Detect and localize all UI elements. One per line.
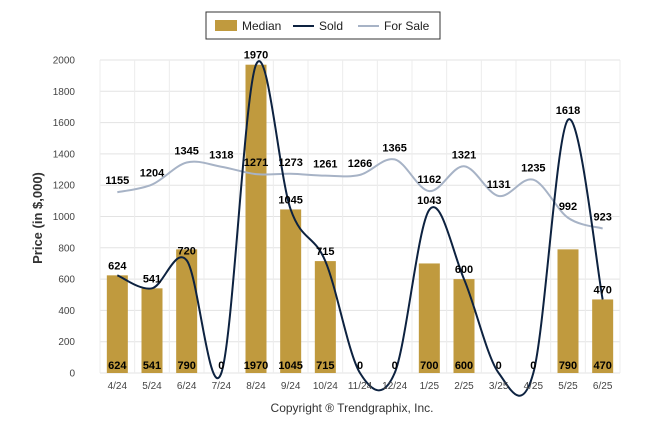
sold-data-label: 0 [218,360,224,372]
median-bar-label: 1970 [244,360,268,372]
sold-data-label: 470 [593,284,611,296]
for-sale-data-label: 1266 [348,158,372,170]
median-bars [106,64,614,373]
x-tick-label: 11/24 [348,381,373,392]
x-axis-ticks: 4/24 5/24 6/24 7/24 8/24 9/24 10/24 11/24 12/24 1… [108,381,613,392]
y-tick-label: 200 [58,337,75,348]
median-bar [557,249,579,373]
median-bar [592,299,614,373]
for-sale-data-label: 1235 [521,163,545,175]
legend-label-for-sale: For Sale [384,19,430,33]
median-bar-label: 541 [143,360,161,372]
for-sale-data-label: 1345 [174,146,198,158]
median-bar-label: 624 [108,360,127,372]
median-bar-label: 790 [177,360,195,372]
y-axis-label: Price (in $,000) [30,172,45,264]
for-sale-data-label: 1273 [278,157,302,169]
y-tick-label: 1200 [53,181,76,192]
sold-data-label: 600 [455,264,473,276]
for-sale-data-label: 1318 [209,150,233,162]
sold-data-label: 0 [496,360,502,372]
y-tick-label: 800 [58,243,75,254]
y-tick-label: 1600 [53,118,76,129]
legend-swatch-median [215,20,237,31]
median-bar-label: 1045 [278,360,302,372]
for-sale-data-label: 992 [559,201,577,213]
for-sale-data-label: 1321 [452,149,476,161]
sold-data-label: 1045 [278,194,302,206]
sold-data-label: 715 [316,246,334,258]
sold-data-label: 720 [177,245,195,257]
sold-data-label: 1618 [556,105,580,117]
y-tick-label: 1400 [53,149,76,160]
median-bar [245,64,267,373]
sold-data-label: 0 [530,360,536,372]
legend-label-median: Median [242,19,281,33]
sold-data-label: 0 [392,360,398,372]
for-sale-data-label: 1365 [382,142,406,154]
median-bar [106,275,128,373]
x-tick-label: 8/24 [246,381,266,392]
for-sale-data-label: 1162 [417,174,441,186]
for-sale-line [117,158,603,230]
sold-data-label: 1043 [417,195,441,207]
y-tick-label: 1800 [53,87,76,98]
x-tick-label: 5/25 [558,381,578,392]
x-tick-label: 7/24 [212,381,232,392]
for-sale-data-label: 1204 [140,168,165,180]
y-tick-label: 600 [58,275,75,286]
x-tick-label: 2/25 [454,381,474,392]
for-sale-data-label: 1155 [105,175,129,187]
y-tick-label: 0 [69,369,75,380]
sold-data-label: 624 [108,260,127,272]
y-tick-label: 400 [58,306,75,317]
median-bar [314,261,336,373]
y-tick-label: 1000 [53,212,76,223]
x-tick-label: 4/24 [108,381,128,392]
legend-label-sold: Sold [319,19,343,33]
median-bar-label: 715 [316,360,334,372]
data-labels: 1155 1204 1345 1318 1271 1273 1261 1266 1365 1162… [105,50,611,372]
x-tick-label: 5/24 [142,381,162,392]
x-tick-label: 3/25 [489,381,509,392]
legend: Median Sold For Sale [205,11,441,40]
x-tick-label: 6/24 [177,381,197,392]
for-sale-data-label: 1131 [487,179,511,191]
sold-data-label: 541 [143,273,161,285]
median-bar-label: 600 [455,360,473,372]
for-sale-data-label: 1271 [244,157,268,169]
series-lines [116,60,604,397]
y-axis-ticks: 0 200 400 600 800 1000 1200 1400 1600 1800 2000 [53,56,76,380]
median-bar [141,288,163,373]
for-sale-data-label: 1261 [313,159,337,171]
for-sale-data-label: 923 [593,212,611,224]
median-bar-label: 700 [420,360,438,372]
x-tick-label: 6/25 [593,381,613,392]
y-tick-label: 2000 [53,56,76,67]
median-bar [280,209,302,373]
sold-data-label: 1970 [244,50,268,62]
grid [99,59,621,374]
x-tick-label: 12/24 [382,381,407,392]
sold-data-label: 0 [357,360,363,372]
sold-line [116,60,604,397]
x-tick-label: 1/25 [420,381,440,392]
median-bar [418,263,440,373]
x-tick-label: 10/24 [313,381,338,392]
median-bar-label: 470 [593,360,611,372]
x-tick-label: 4/25 [524,381,544,392]
copyright-footer: Copyright ® Trendgraphix, Inc. [271,401,434,415]
median-bar [176,249,198,373]
median-bar-label: 790 [559,360,577,372]
x-tick-label: 9/24 [281,381,301,392]
median-bar [453,279,475,373]
